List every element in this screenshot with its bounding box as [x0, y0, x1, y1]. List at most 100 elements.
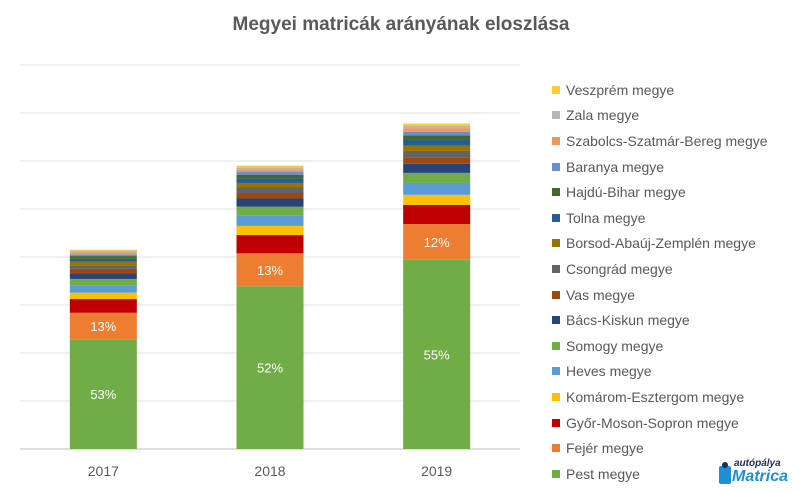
legend-swatch — [552, 290, 560, 299]
legend-swatch — [552, 239, 560, 248]
legend-label: Bács-Kiskun megye — [566, 312, 690, 329]
bar-segment — [236, 198, 304, 207]
legend-label: Komárom-Esztergom megye — [566, 388, 745, 405]
x-axis-ticks: 2017 2018 2019 — [88, 463, 453, 479]
legend-item: Zala megye — [552, 103, 802, 129]
legend-swatch — [552, 341, 560, 350]
legend-item: Komárom-Esztergom megye — [552, 384, 802, 410]
legend-label: Heves megye — [566, 363, 652, 380]
legend-label: Pest megye — [566, 465, 640, 482]
bar-segment — [403, 224, 471, 260]
legend-swatch — [552, 162, 560, 171]
legend-swatch — [552, 418, 560, 427]
x-tick-label: 2018 — [254, 463, 285, 479]
bar-segment — [236, 182, 304, 188]
bar-segment — [236, 165, 304, 168]
bar-segment — [403, 259, 471, 449]
legend-swatch — [552, 213, 560, 222]
legend-item: Hajdú-Bihar megye — [552, 179, 802, 205]
bar-segment — [69, 312, 137, 340]
x-tick-label: 2019 — [421, 463, 452, 479]
legend-swatch — [552, 85, 560, 94]
bar-segment — [403, 163, 471, 173]
bar-segment — [69, 250, 137, 253]
data-label: 12% — [424, 235, 450, 250]
x-tick-label: 2017 — [88, 463, 119, 479]
bar-segment — [403, 157, 471, 164]
legend-item: Vas megye — [552, 282, 802, 308]
legend-swatch — [552, 188, 560, 197]
bar-segment — [236, 225, 304, 236]
legend-label: Csongrád megye — [566, 260, 673, 277]
legend-item: Csongrád megye — [552, 256, 802, 282]
bar-segment — [69, 252, 137, 255]
bar-segment — [403, 172, 471, 183]
bar-segment — [236, 171, 304, 175]
autopalya-matrica-logo: autópálya Matrica — [718, 456, 798, 488]
bar-segment — [69, 265, 137, 269]
legend-label: Zala megye — [566, 107, 640, 124]
bar-segment — [236, 286, 304, 449]
bar-segment — [403, 125, 471, 129]
logo-figure-icon — [719, 462, 731, 484]
legend-label: Hajdú-Bihar megye — [566, 184, 686, 201]
bar-segment — [69, 299, 137, 313]
legend-label: Győr-Moson-Sopron megye — [566, 414, 739, 431]
bar-segment — [69, 268, 137, 274]
bar-segment — [69, 254, 137, 257]
legend-item: Heves megye — [552, 359, 802, 385]
legend-item: Fejér megye — [552, 435, 802, 461]
legend-swatch — [552, 316, 560, 325]
bar-segment — [69, 339, 137, 449]
legend-swatch — [552, 367, 560, 376]
chart-title: Megyei matricák arányának eloszlása — [232, 14, 570, 35]
bar-segment — [236, 206, 304, 216]
legend-label: Vas megye — [566, 286, 635, 303]
data-label: 53% — [90, 387, 116, 402]
legend-label: Somogy megye — [566, 337, 664, 354]
legend-item: Tolna megye — [552, 205, 802, 231]
legend-swatch — [552, 469, 560, 478]
legend-swatch — [552, 444, 560, 453]
legend-label: Szabolcs-Szatmár-Bereg megye — [566, 132, 768, 149]
legend-label: Baranya megye — [566, 158, 665, 175]
legend-label: Borsod-Abaúj-Zemplén megye — [566, 235, 756, 252]
legend: Veszprém megye Zala megye Szabolcs-Szatmár… — [552, 77, 802, 487]
bar-segment — [69, 278, 137, 286]
bar-segment — [236, 215, 304, 226]
data-label: 52% — [257, 361, 283, 376]
bar-stacks — [69, 123, 471, 449]
bar-segment — [236, 235, 304, 254]
logo-bottom-text: Matrica — [732, 468, 789, 485]
bar-segment — [236, 167, 304, 170]
bar-segment — [69, 273, 137, 279]
legend-label: Veszprém megye — [566, 81, 675, 98]
bar-segment — [69, 285, 137, 293]
bar-segment — [69, 292, 137, 300]
bar-segment — [69, 249, 137, 251]
legend-swatch — [552, 392, 560, 401]
legend-item: Bács-Kiskun megye — [552, 307, 802, 333]
legend-item: Pest megye — [552, 461, 802, 487]
bar-segment — [236, 253, 304, 287]
bar-segment — [403, 135, 471, 140]
bar-segment — [403, 145, 471, 151]
bar-segment — [236, 174, 304, 179]
bar-segment — [403, 194, 471, 205]
legend-item: Veszprém megye — [552, 77, 802, 103]
bar-segment — [69, 261, 137, 266]
bar-segment — [403, 182, 471, 195]
data-label: 55% — [424, 347, 450, 362]
legend-swatch — [552, 136, 560, 145]
legend-label: Fejér megye — [566, 440, 644, 457]
legend-item: Borsod-Abaúj-Zemplén megye — [552, 231, 802, 257]
bar-segment — [236, 178, 304, 183]
bar-segment — [236, 193, 304, 199]
bar-segment — [69, 258, 137, 262]
data-label: 13% — [90, 319, 116, 334]
data-label: 13% — [257, 263, 283, 278]
bar-segment — [403, 123, 471, 126]
bar-segment — [69, 256, 137, 259]
legend-swatch — [552, 264, 560, 273]
